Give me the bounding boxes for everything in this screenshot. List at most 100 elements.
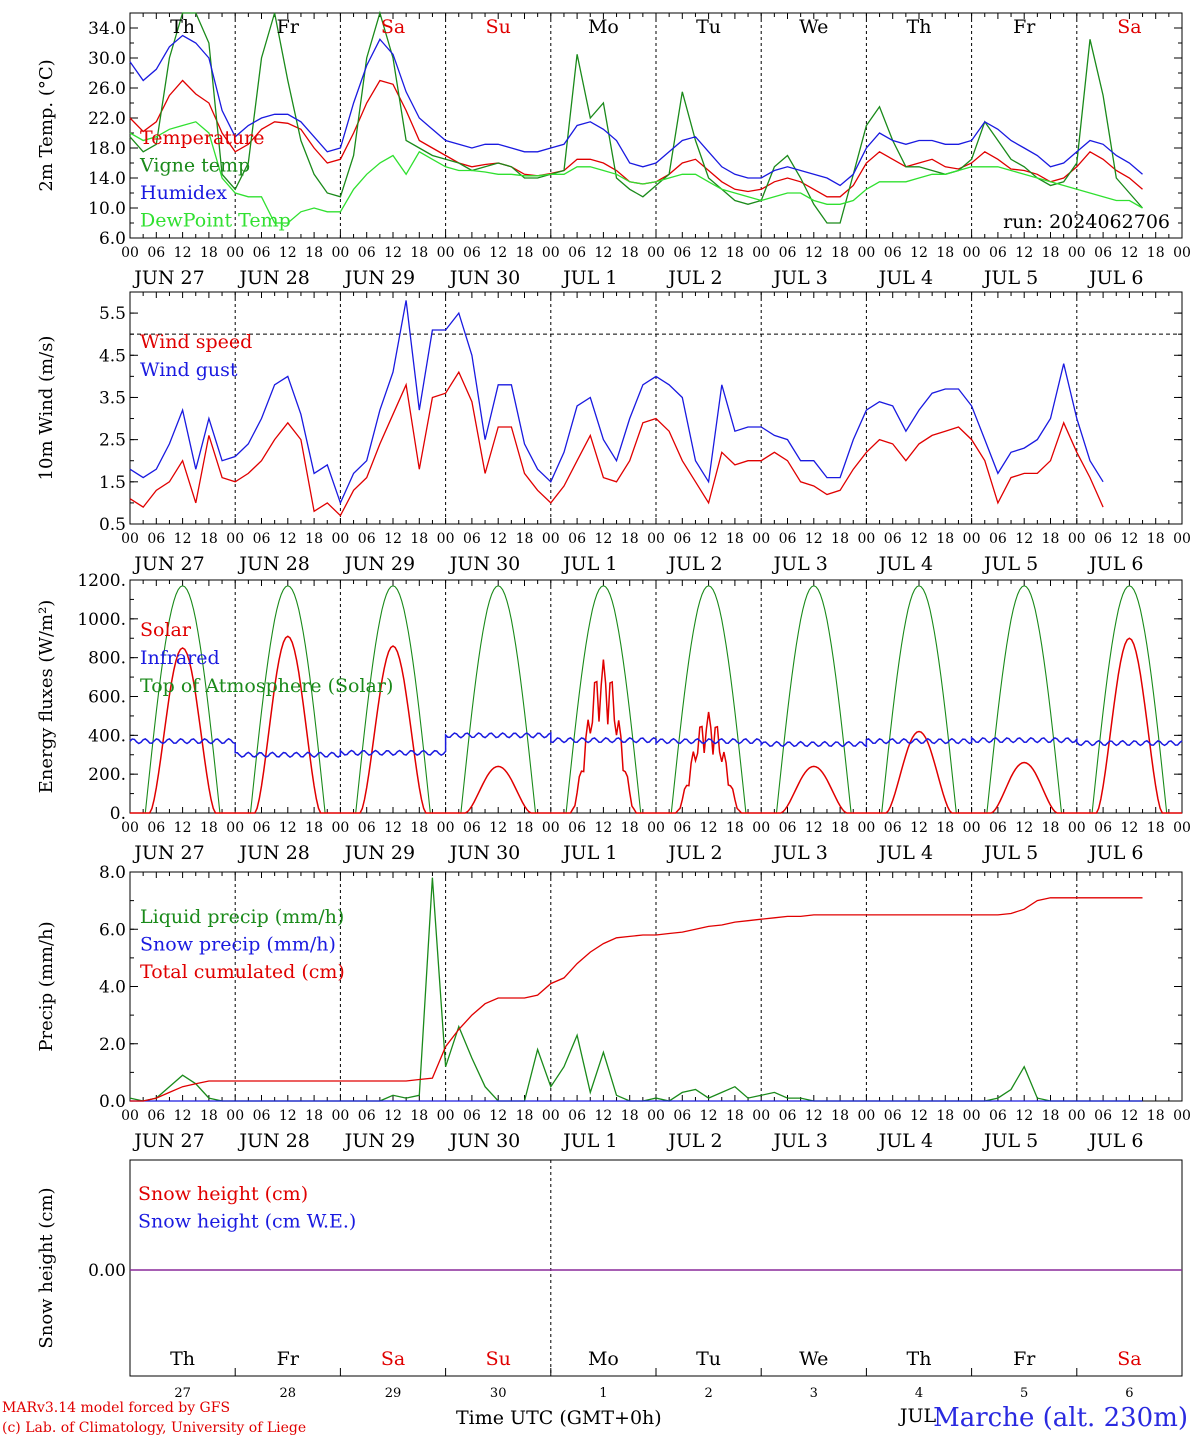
date-label: JUL 5: [982, 553, 1038, 575]
date-label: JUN 29: [343, 1130, 415, 1152]
hour-label: 12: [700, 820, 718, 836]
hour-label: 18: [1042, 820, 1060, 836]
hour-label: 00: [437, 245, 455, 261]
day-number: 1: [599, 1386, 607, 1401]
hour-label: 12: [1120, 245, 1138, 261]
y-tick-label: 34.0: [88, 19, 126, 39]
hour-label: 00: [1173, 820, 1191, 836]
hour-label: 18: [1042, 245, 1060, 261]
y-tick-label: 5.5: [99, 304, 126, 324]
hour-label: 06: [1094, 531, 1112, 547]
hour-label: 12: [594, 531, 612, 547]
hour-label: 12: [805, 245, 823, 261]
y-axis-label: 2m Temp. (°C): [36, 59, 57, 191]
hour-label: 06: [989, 820, 1007, 836]
hour-label: 06: [1094, 820, 1112, 836]
hour-label: 00: [542, 245, 560, 261]
day-of-week: We: [799, 16, 828, 38]
day-of-week: Fr: [1013, 16, 1036, 38]
series-line-wind-speed: [129, 370, 1104, 517]
day-of-week: Th: [170, 1348, 195, 1370]
y-tick-label: 400.: [88, 726, 126, 746]
hour-label: 12: [594, 245, 612, 261]
hour-label: 12: [174, 531, 192, 547]
date-label: JUL 1: [561, 267, 617, 289]
day-of-week: Mo: [588, 16, 619, 38]
hour-label: 06: [463, 245, 481, 261]
hour-label: 12: [1015, 531, 1033, 547]
hour-label: 06: [463, 531, 481, 547]
hour-label: 06: [358, 245, 376, 261]
y-axis-label: Precip (mm/h): [36, 921, 57, 1051]
hour-label: 12: [910, 820, 928, 836]
station-name: Marche (alt. 230m): [933, 1403, 1188, 1433]
hour-label: 00: [331, 1108, 349, 1124]
legend-entry: Wind speed: [140, 331, 252, 353]
hour-label: 12: [1120, 531, 1138, 547]
day-of-week: Fr: [277, 1348, 300, 1370]
hour-label: 06: [779, 1108, 797, 1124]
day-number: 3: [810, 1386, 818, 1401]
hour-label: 18: [305, 820, 323, 836]
hour-label: 06: [779, 245, 797, 261]
hour-label: 18: [726, 245, 744, 261]
hour-label: 12: [594, 1108, 612, 1124]
y-tick-label: 10.0: [88, 199, 126, 219]
date-label: JUN 27: [132, 842, 204, 864]
hour-label: 12: [700, 1108, 718, 1124]
day-of-week: Th: [907, 1348, 932, 1370]
y-axis-label: Energy fluxes (W/m²): [36, 600, 57, 794]
y-tick-label: 1.5: [99, 473, 126, 493]
day-of-week: We: [799, 1348, 828, 1370]
day-of-week: Sa: [1117, 16, 1141, 38]
date-label: JUN 27: [132, 1130, 204, 1152]
date-label: JUL 4: [877, 553, 933, 575]
date-label: JUN 29: [343, 267, 415, 289]
hour-label: 00: [857, 820, 875, 836]
legend-entry: Snow height (cm W.E.): [138, 1211, 356, 1233]
lab-credit: (c) Lab. of Climatology, University of L…: [2, 1420, 307, 1436]
date-label: JUN 29: [343, 553, 415, 575]
hour-label: 18: [200, 820, 218, 836]
date-label: JUL 2: [666, 842, 722, 864]
y-tick-label: 200.: [88, 765, 126, 785]
hour-label: 00: [752, 820, 770, 836]
date-label: JUL 1: [561, 553, 617, 575]
hour-label: 06: [147, 820, 165, 836]
hour-label: 00: [752, 531, 770, 547]
day-of-week: Tu: [696, 1348, 721, 1370]
hour-label: 12: [489, 1108, 507, 1124]
date-label: JUL 1: [561, 842, 617, 864]
hour-label: 12: [489, 531, 507, 547]
hour-label: 00: [857, 1108, 875, 1124]
date-label: JUL 5: [982, 1130, 1038, 1152]
legend-entry: Snow height (cm): [138, 1183, 308, 1205]
hour-label: 18: [831, 1108, 849, 1124]
hour-label: 00: [542, 1108, 560, 1124]
hour-label: 12: [384, 1108, 402, 1124]
series-line-solar: [130, 635, 1182, 814]
hour-label: 12: [1015, 1108, 1033, 1124]
legend-entry: Humidex: [140, 182, 227, 204]
hour-label: 18: [516, 245, 534, 261]
hour-label: 18: [831, 820, 849, 836]
hour-label: 06: [1094, 245, 1112, 261]
hour-label: 06: [568, 820, 586, 836]
hour-label: 00: [752, 245, 770, 261]
y-tick-label: 3.5: [99, 388, 126, 408]
hour-label: 00: [857, 531, 875, 547]
hour-label: 06: [779, 531, 797, 547]
y-tick-label: 6.0: [99, 229, 126, 249]
date-label: JUN 30: [448, 553, 520, 575]
hour-label: 00: [963, 820, 981, 836]
legend-entry: Top of Atmosphere (Solar): [140, 675, 393, 697]
hour-label: 00: [331, 245, 349, 261]
y-tick-label: 14.0: [88, 169, 126, 189]
hour-label: 00: [437, 820, 455, 836]
hour-label: 12: [1120, 1108, 1138, 1124]
day-of-week: Th: [907, 16, 932, 38]
y-tick-label: 1200.: [77, 571, 126, 591]
series-line-vigne-temp: [129, 10, 1143, 224]
series-line-humidex: [129, 34, 1143, 187]
date-label: JUL 6: [1087, 553, 1143, 575]
